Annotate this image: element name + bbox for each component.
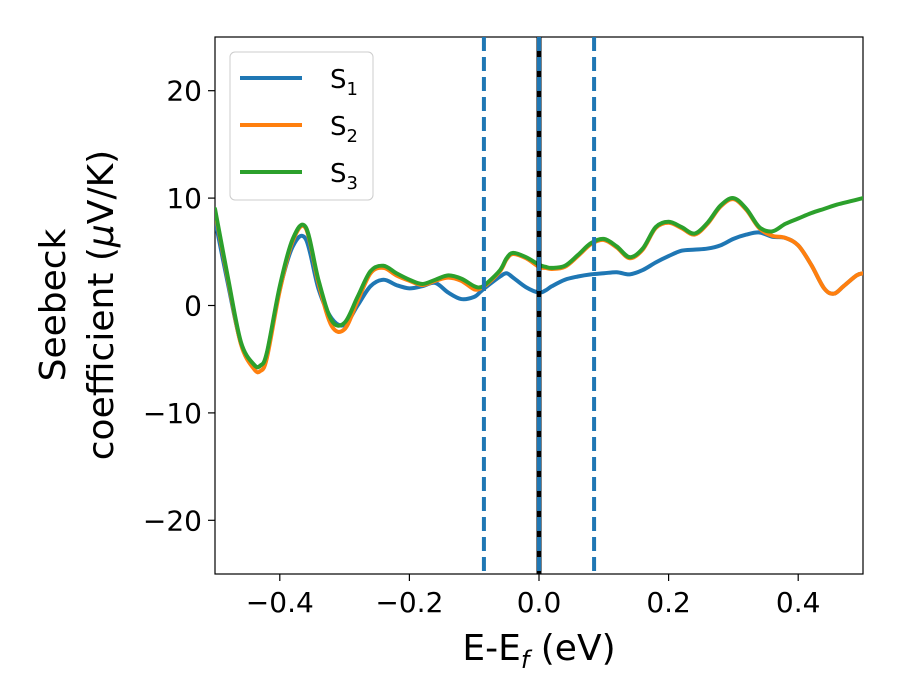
y-axis-label-line1: Seebeck — [33, 228, 74, 381]
x-axis-label-main: E-E — [462, 628, 520, 669]
y-tick-label: 20 — [166, 75, 202, 108]
legend-label-s2: S2 — [330, 112, 358, 147]
x-tick-label: 0.0 — [517, 586, 562, 619]
data-series — [215, 37, 863, 574]
y-axis-label-unit: V/K) — [81, 150, 122, 224]
x-tick-label: −0.2 — [375, 586, 443, 619]
y-tick-label: 0 — [184, 290, 202, 323]
y-axis-label-text: coefficient ( — [81, 247, 122, 460]
y-axis-label-mu: μ — [81, 224, 122, 248]
x-axis-label-unit: (eV) — [529, 628, 615, 669]
series-line-s3 — [215, 196, 863, 370]
legend-label-s3: S3 — [330, 159, 358, 194]
x-tick-label: −0.4 — [246, 586, 314, 619]
y-tick-label: −10 — [143, 397, 202, 430]
x-tick-label: 0.2 — [646, 586, 691, 619]
x-axis-label: E-Ef (eV) — [462, 628, 615, 674]
x-tick-label: 0.4 — [776, 586, 821, 619]
y-axis-ticks: −20 −10 0 10 20 — [143, 75, 215, 537]
legend-label-s1: S1 — [330, 65, 358, 100]
y-tick-label: −20 — [143, 504, 202, 537]
x-axis-ticks: −0.4 −0.2 0.0 0.2 0.4 — [246, 574, 821, 619]
legend: S1 S2 S3 — [229, 51, 374, 201]
y-tick-label: 10 — [166, 182, 202, 215]
y-axis-label-line2: coefficient (μV/K) — [81, 150, 122, 460]
